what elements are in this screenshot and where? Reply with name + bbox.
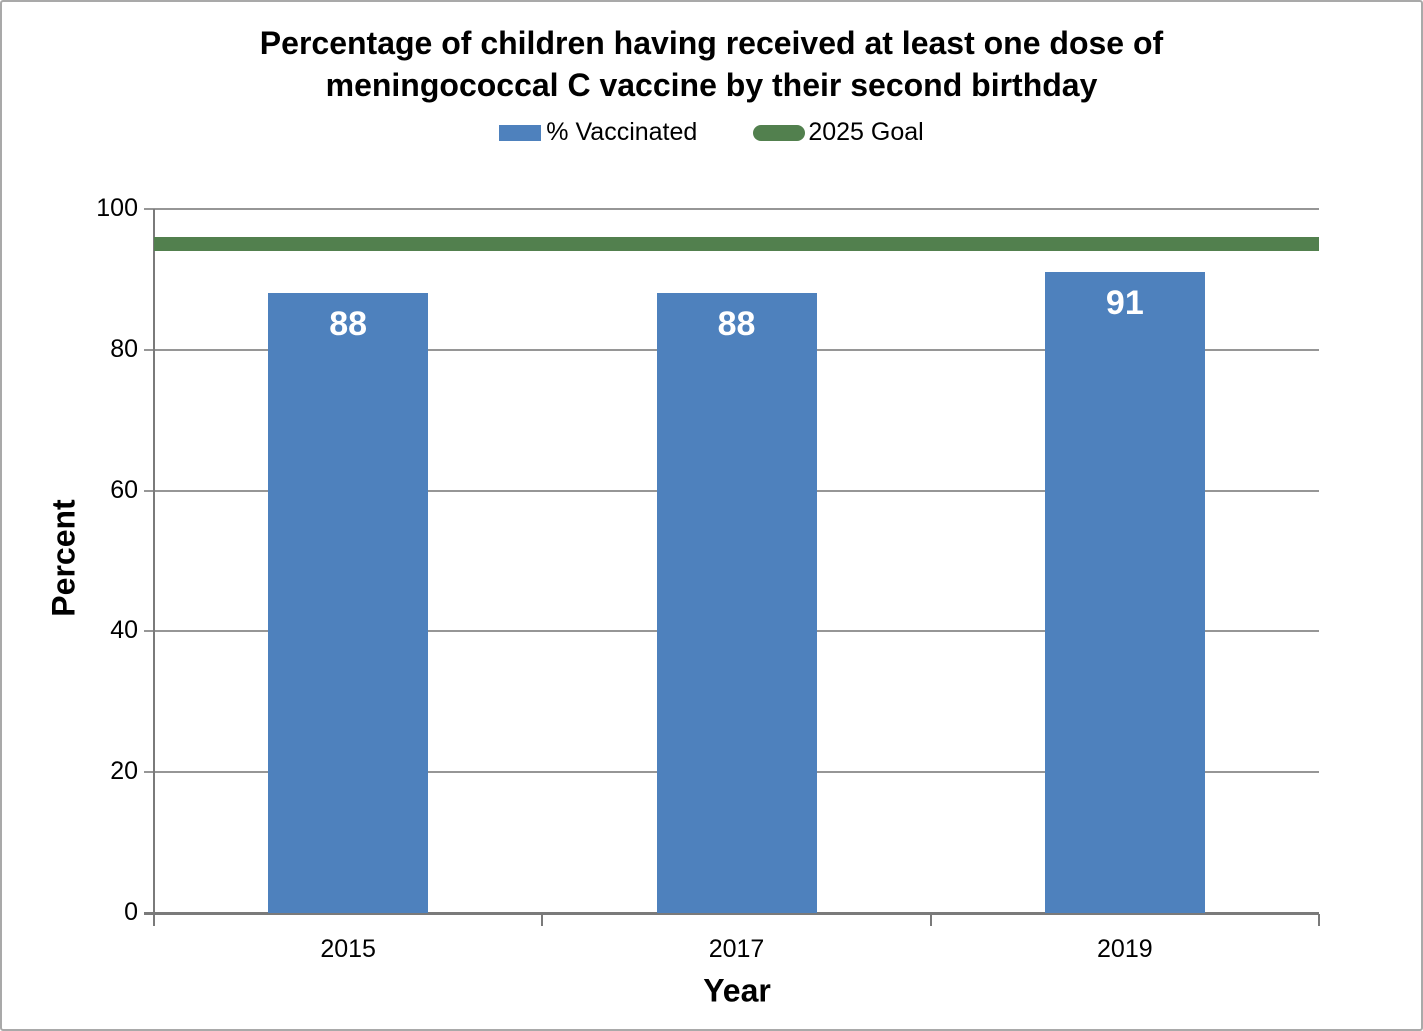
y-tick-label-80: 80 — [110, 334, 138, 363]
bar-value-label-2015: 88 — [329, 305, 368, 344]
bar-2015 — [268, 293, 429, 913]
bar-2017 — [656, 293, 817, 913]
y-tick-label-100: 100 — [96, 194, 138, 222]
y-axis-line — [153, 209, 155, 913]
legend-label-goal: 2025 Goal — [808, 118, 924, 147]
gridline-100 — [144, 208, 1319, 210]
legend-item-vaccinated: % Vaccinated — [499, 118, 697, 147]
legend-swatch-goal — [753, 124, 806, 141]
x-axis-boundary-tick — [153, 914, 155, 926]
legend-item-goal: 2025 Goal — [753, 118, 924, 147]
bar-2019 — [1044, 272, 1205, 913]
x-tick-label-2019: 2019 — [1097, 935, 1153, 963]
y-tick-label-40: 40 — [110, 616, 138, 645]
goal-line — [154, 237, 1319, 252]
x-axis-title: Year — [703, 972, 771, 1009]
x-axis-boundary-tick — [929, 914, 932, 926]
x-tick-label-2015: 2015 — [320, 935, 376, 963]
y-tick-label-20: 20 — [110, 757, 138, 786]
bar-value-label-2019: 91 — [1105, 284, 1144, 323]
gridline-0 — [144, 912, 1319, 915]
y-tick-label-60: 60 — [110, 475, 138, 504]
legend-swatch-vaccinated — [499, 124, 542, 141]
x-axis-boundary-tick — [1318, 914, 1320, 926]
x-axis-boundary-tick — [541, 914, 544, 926]
legend: % Vaccinated 2025 Goal — [2, 118, 1421, 147]
x-tick-label-2017: 2017 — [708, 935, 765, 963]
chart-title: Percentage of children having received a… — [259, 25, 1164, 104]
y-tick-label-0: 0 — [124, 898, 138, 926]
bar-value-label-2017: 88 — [717, 305, 756, 344]
legend-label-vaccinated: % Vaccinated — [546, 118, 698, 147]
